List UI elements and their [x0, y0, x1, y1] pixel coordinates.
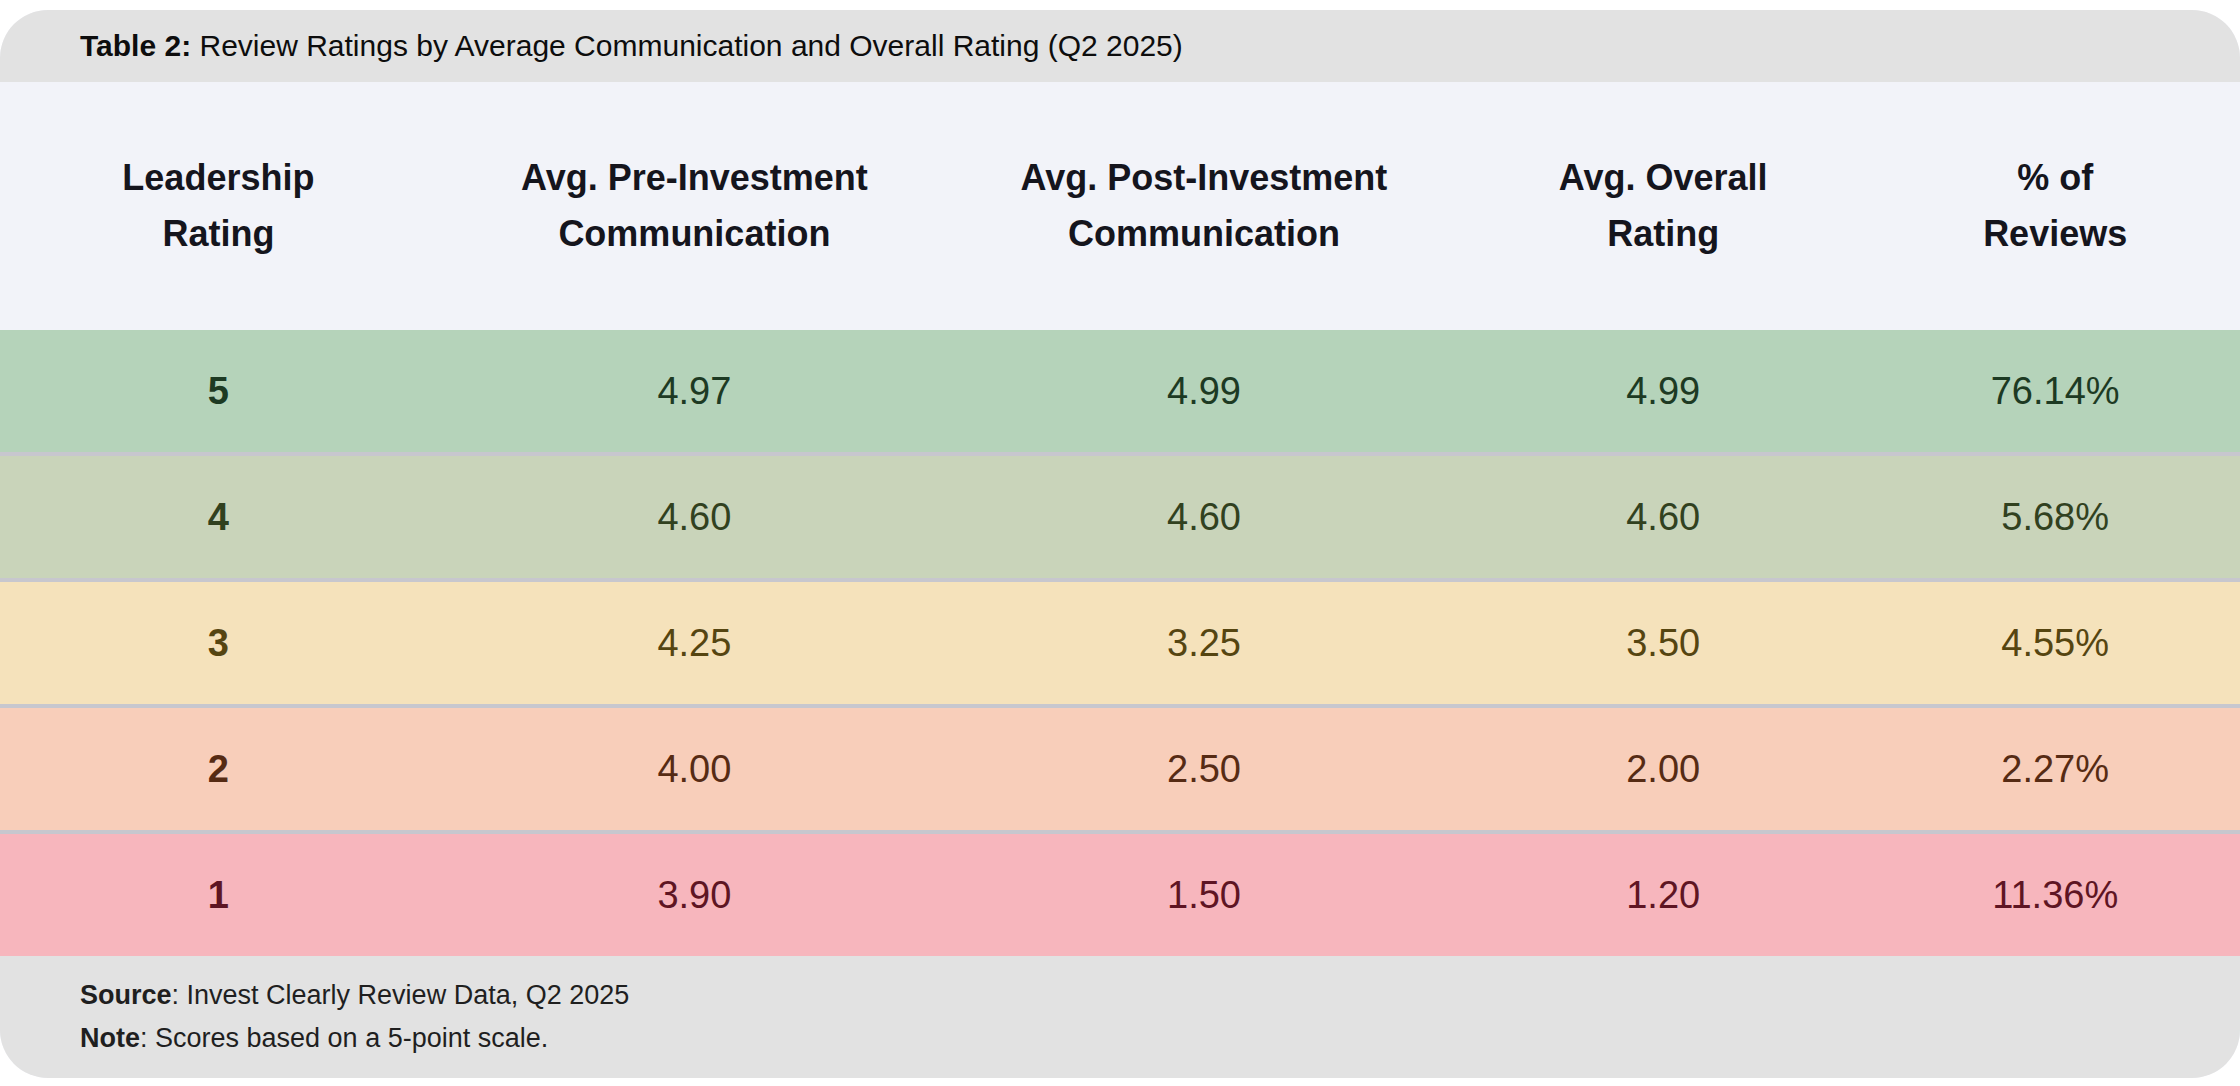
note-text: : Scores based on a 5-point scale.	[140, 1023, 548, 1053]
cell-overall-rating: 3.50	[1456, 622, 1870, 665]
table-footer: Source: Invest Clearly Review Data, Q2 2…	[0, 956, 2240, 1078]
column-header-line: Reviews	[1870, 206, 2240, 262]
column-header-leadership-rating: Leadership Rating	[0, 150, 437, 262]
table-card: Table 2: Review Ratings by Average Commu…	[0, 10, 2240, 1078]
cell-post-investment: 4.99	[952, 370, 1456, 413]
table-row-rating-2: 2 4.00 2.50 2.00 2.27%	[0, 704, 2240, 830]
column-header-line: Rating	[1456, 206, 1870, 262]
note-line: Note: Scores based on a 5-point scale.	[80, 1017, 2240, 1060]
table-row-rating-4: 4 4.60 4.60 4.60 5.68%	[0, 452, 2240, 578]
column-header-line: Avg. Post-Investment	[952, 150, 1456, 206]
table-header-row: Leadership Rating Avg. Pre-Investment Co…	[0, 82, 2240, 330]
cell-leadership-rating: 1	[0, 874, 437, 917]
cell-overall-rating: 4.60	[1456, 496, 1870, 539]
cell-pre-investment: 4.00	[437, 748, 952, 791]
column-header-pre-investment: Avg. Pre-Investment Communication	[437, 150, 952, 262]
column-header-line: Leadership	[0, 150, 437, 206]
cell-leadership-rating: 4	[0, 496, 437, 539]
column-header-overall-rating: Avg. Overall Rating	[1456, 150, 1870, 262]
cell-post-investment: 2.50	[952, 748, 1456, 791]
column-header-pct-of-reviews: % of Reviews	[1870, 150, 2240, 262]
cell-post-investment: 3.25	[952, 622, 1456, 665]
cell-pct-of-reviews: 76.14%	[1870, 370, 2240, 413]
source-text: : Invest Clearly Review Data, Q2 2025	[172, 980, 630, 1010]
cell-post-investment: 4.60	[952, 496, 1456, 539]
note-label: Note	[80, 1023, 140, 1053]
cell-pre-investment: 4.25	[437, 622, 952, 665]
column-header-line: Communication	[952, 206, 1456, 262]
column-header-line: Avg. Pre-Investment	[437, 150, 952, 206]
cell-pct-of-reviews: 4.55%	[1870, 622, 2240, 665]
column-header-line: % of	[1870, 150, 2240, 206]
source-label: Source	[80, 980, 172, 1010]
table-title: Table 2: Review Ratings by Average Commu…	[0, 10, 2240, 82]
cell-pct-of-reviews: 11.36%	[1870, 874, 2240, 917]
cell-leadership-rating: 3	[0, 622, 437, 665]
table-row-rating-5: 5 4.97 4.99 4.99 76.14%	[0, 330, 2240, 452]
cell-pre-investment: 4.97	[437, 370, 952, 413]
cell-leadership-rating: 5	[0, 370, 437, 413]
column-header-post-investment: Avg. Post-Investment Communication	[952, 150, 1456, 262]
cell-pct-of-reviews: 2.27%	[1870, 748, 2240, 791]
table-title-text: Review Ratings by Average Communication …	[191, 29, 1183, 63]
cell-post-investment: 1.50	[952, 874, 1456, 917]
table-row-rating-1: 1 3.90 1.50 1.20 11.36%	[0, 830, 2240, 956]
cell-pct-of-reviews: 5.68%	[1870, 496, 2240, 539]
cell-overall-rating: 1.20	[1456, 874, 1870, 917]
source-line: Source: Invest Clearly Review Data, Q2 2…	[80, 974, 2240, 1017]
cell-leadership-rating: 2	[0, 748, 437, 791]
cell-pre-investment: 3.90	[437, 874, 952, 917]
cell-overall-rating: 2.00	[1456, 748, 1870, 791]
column-header-line: Rating	[0, 206, 437, 262]
column-header-line: Avg. Overall	[1456, 150, 1870, 206]
column-header-line: Communication	[437, 206, 952, 262]
cell-pre-investment: 4.60	[437, 496, 952, 539]
cell-overall-rating: 4.99	[1456, 370, 1870, 413]
table-title-label: Table 2:	[80, 29, 191, 63]
table-row-rating-3: 3 4.25 3.25 3.50 4.55%	[0, 578, 2240, 704]
